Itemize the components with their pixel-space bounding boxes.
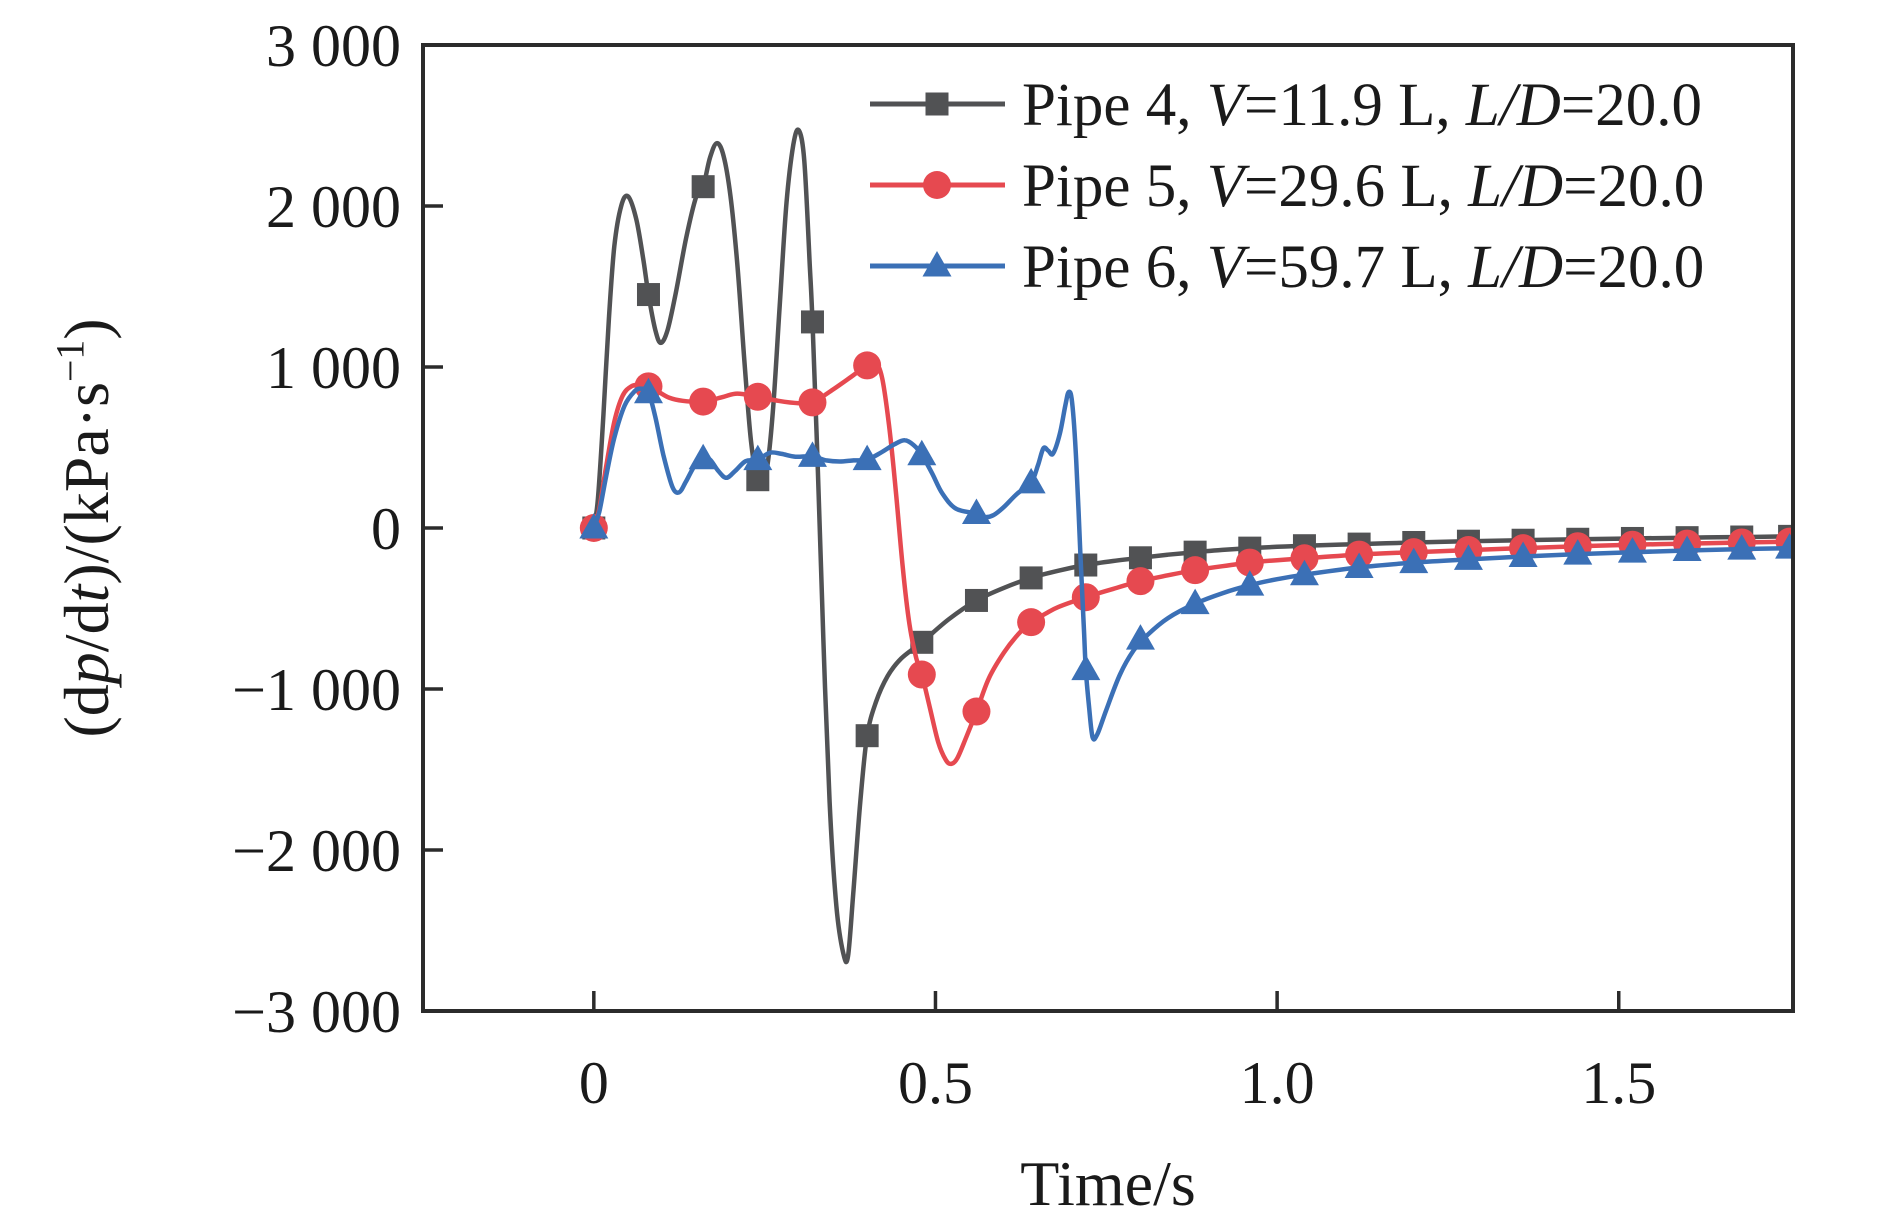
triangle-marker xyxy=(1180,588,1210,615)
series-markers-pipe-6 xyxy=(579,377,1793,681)
triangle-marker xyxy=(1016,467,1046,494)
square-marker xyxy=(855,724,879,748)
triangle-marker xyxy=(1399,547,1429,574)
x-tick-label: 1.5 xyxy=(1581,1050,1656,1116)
square-marker xyxy=(800,310,824,334)
circle-marker xyxy=(1290,544,1319,573)
square-marker xyxy=(1074,553,1098,577)
legend-item-pipe-5: Pipe 5, V=29.6 L, L/D=20.0 xyxy=(870,153,1704,220)
series-line-pipe-4 xyxy=(591,127,1792,965)
y-tick-label: 1 000 xyxy=(266,335,401,401)
triangle-marker xyxy=(1775,533,1793,559)
triangle-marker xyxy=(1235,570,1265,596)
x-tick-label: 0 xyxy=(579,1050,609,1116)
square-marker xyxy=(1019,566,1043,590)
triangle-marker xyxy=(743,444,773,471)
square-marker xyxy=(746,468,770,492)
circle-marker xyxy=(907,660,936,689)
series-line-pipe-5 xyxy=(591,359,1792,767)
y-tick-label: −3 000 xyxy=(232,979,401,1045)
x-axis-title: Time/s xyxy=(1020,1148,1196,1219)
triangle-marker xyxy=(1125,624,1155,650)
triangle-marker xyxy=(1344,552,1374,578)
triangle-marker xyxy=(579,513,609,539)
circle-marker xyxy=(1181,556,1210,585)
circle-marker xyxy=(1235,548,1264,577)
series-group xyxy=(579,127,1793,965)
square-marker xyxy=(1128,546,1152,570)
circle-marker xyxy=(853,351,882,380)
triangle-marker xyxy=(1289,559,1319,586)
y-tick-label: 2 000 xyxy=(266,174,401,240)
legend-item-pipe-6: Pipe 6, V=59.7 L, L/D=20.0 xyxy=(870,234,1704,301)
legend-square-marker xyxy=(925,92,949,116)
square-marker xyxy=(691,175,715,199)
legend-circle-marker xyxy=(923,171,951,199)
square-marker xyxy=(636,283,660,307)
circle-marker xyxy=(689,387,718,416)
legend-label: Pipe 5, V=29.6 L, L/D=20.0 xyxy=(1022,153,1704,220)
circle-marker xyxy=(1017,608,1046,637)
triangle-marker xyxy=(961,498,991,525)
legend-item-pipe-4: Pipe 4, V=11.9 L, L/D=20.0 xyxy=(870,72,1702,139)
triangle-marker xyxy=(688,443,718,470)
y-tick-label: 0 xyxy=(371,496,401,562)
triangle-marker xyxy=(1563,539,1593,565)
circle-marker xyxy=(743,382,772,411)
legend-triangle-marker xyxy=(922,251,952,277)
y-tick-label: 3 000 xyxy=(266,13,401,79)
circle-marker xyxy=(1126,567,1155,596)
triangle-marker xyxy=(852,444,882,471)
axis-ticks xyxy=(423,43,1621,1013)
triangle-marker xyxy=(633,377,663,404)
triangle-marker xyxy=(1453,544,1483,570)
circle-marker xyxy=(962,697,991,726)
square-marker xyxy=(964,588,988,612)
triangle-marker xyxy=(1508,541,1538,567)
triangle-marker xyxy=(1071,654,1101,681)
y-tick-label: −1 000 xyxy=(232,657,401,723)
triangle-marker xyxy=(907,439,937,466)
x-tick-label: 0.5 xyxy=(898,1050,973,1116)
legend-label: Pipe 4, V=11.9 L, L/D=20.0 xyxy=(1022,72,1702,139)
triangle-marker xyxy=(1672,535,1702,562)
triangle-marker xyxy=(1617,537,1647,563)
legend-label: Pipe 6, V=59.7 L, L/D=20.0 xyxy=(1022,234,1704,301)
y-tick-label: −2 000 xyxy=(232,818,401,884)
y-axis-title: (dp/dt)/(kPa·s−1) xyxy=(49,318,122,737)
legend: Pipe 4, V=11.9 L, L/D=20.0 Pipe 5, V=29.6… xyxy=(870,72,1704,301)
x-tick-label: 1.0 xyxy=(1240,1050,1315,1116)
triangle-marker xyxy=(1727,534,1757,560)
circle-marker xyxy=(798,388,827,417)
triangle-marker xyxy=(797,441,827,467)
circle-marker xyxy=(1071,583,1100,612)
